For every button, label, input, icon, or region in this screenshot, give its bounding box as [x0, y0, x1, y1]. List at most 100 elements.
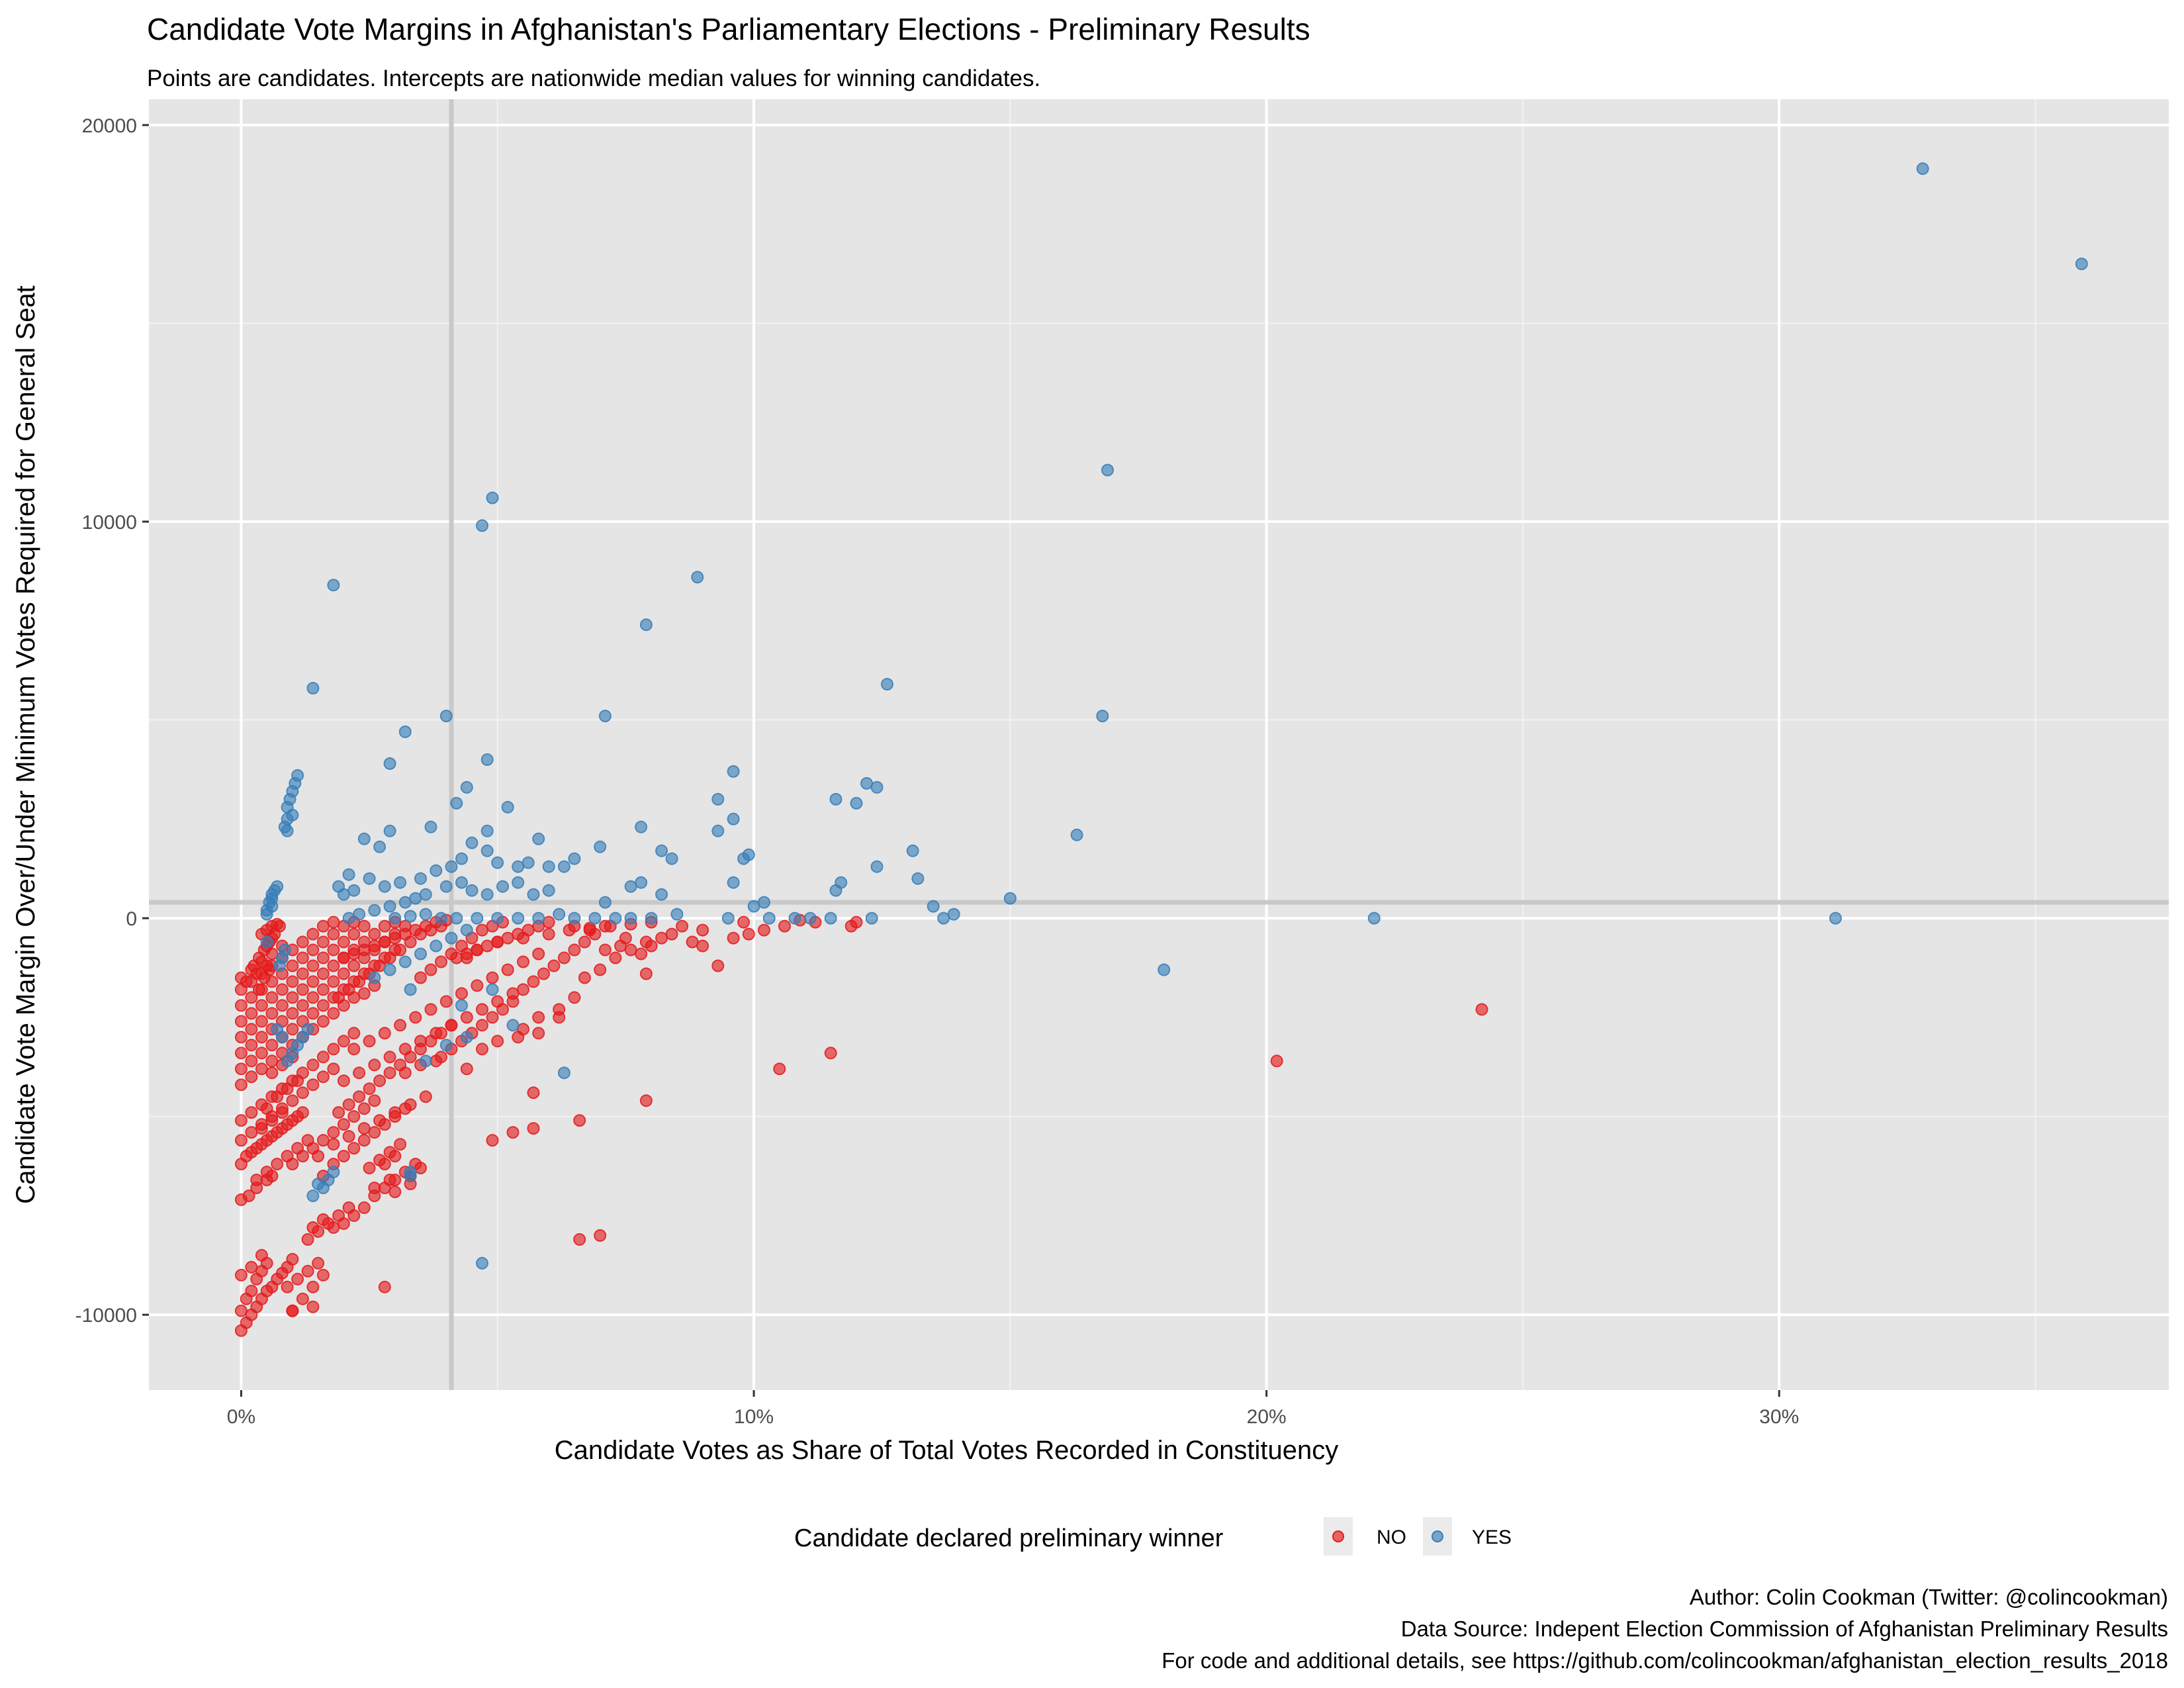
point-yes — [460, 780, 473, 794]
point-no — [1270, 1055, 1283, 1068]
point-yes — [260, 935, 273, 949]
point-no — [742, 927, 755, 941]
x-axis-title: Candidate Votes as Share of Total Votes … — [555, 1436, 1338, 1465]
point-no — [347, 1209, 361, 1222]
point-no — [234, 1304, 248, 1317]
point-no — [306, 975, 320, 988]
point-no — [445, 1019, 458, 1032]
point-yes — [480, 888, 494, 901]
point-yes — [691, 571, 704, 584]
point-no — [245, 1260, 258, 1274]
point-no — [245, 1070, 258, 1084]
point-no — [501, 931, 514, 945]
point-no — [424, 1003, 437, 1016]
point-no — [306, 943, 320, 957]
point-no — [737, 915, 751, 929]
point-yes — [568, 912, 581, 925]
point-yes — [635, 820, 648, 833]
point-no — [327, 1007, 340, 1020]
point-no — [527, 1086, 540, 1100]
point-no — [665, 927, 678, 941]
point-no — [435, 955, 447, 968]
point-no — [316, 967, 330, 980]
point-no — [281, 1082, 294, 1096]
point-no — [353, 1090, 366, 1103]
point-no — [578, 971, 591, 984]
point-yes — [645, 912, 658, 925]
point-no — [265, 1066, 279, 1080]
point-no — [414, 971, 427, 984]
point-yes — [1096, 710, 1109, 723]
point-no — [357, 1201, 371, 1214]
x-tick-label: 30% — [1759, 1406, 1799, 1428]
point-yes — [860, 776, 873, 790]
point-no — [573, 1233, 586, 1246]
point-yes — [439, 710, 453, 723]
point-no — [460, 1011, 473, 1024]
point-yes — [450, 796, 463, 810]
point-no — [316, 1213, 330, 1226]
point-yes — [327, 579, 340, 592]
point-yes — [342, 868, 355, 881]
point-no — [378, 1027, 391, 1040]
point-no — [532, 1027, 545, 1040]
point-yes — [542, 884, 555, 897]
point-no — [460, 1062, 473, 1076]
plot-panel — [149, 99, 2169, 1390]
point-no — [286, 991, 299, 1004]
point-no — [583, 923, 596, 937]
point-no — [301, 1264, 314, 1278]
point-no — [286, 1094, 299, 1107]
point-no — [758, 923, 770, 937]
point-no — [245, 1023, 258, 1036]
point-no — [501, 963, 514, 976]
point-no — [234, 1268, 248, 1282]
point-yes — [419, 1055, 432, 1068]
series-yes — [260, 162, 2088, 1270]
point-yes — [1158, 963, 1171, 976]
point-yes — [439, 880, 453, 893]
point-yes — [609, 912, 622, 925]
point-yes — [624, 912, 637, 925]
point-no — [306, 991, 320, 1004]
point-no — [316, 951, 330, 964]
point-no — [778, 919, 791, 933]
point-yes — [404, 983, 417, 996]
point-no — [316, 1268, 330, 1282]
point-yes — [635, 876, 648, 889]
point-no — [234, 1062, 248, 1076]
point-no — [306, 927, 320, 941]
point-yes — [414, 872, 427, 885]
point-no — [245, 1039, 258, 1052]
point-yes — [306, 682, 320, 695]
point-no — [517, 955, 529, 968]
point-no — [296, 935, 309, 949]
point-yes — [881, 678, 893, 691]
point-no — [635, 947, 648, 961]
point-no — [594, 1229, 607, 1242]
point-yes — [383, 824, 396, 837]
point-yes — [414, 947, 427, 961]
point-no — [337, 1035, 350, 1048]
point-no — [306, 1058, 320, 1072]
point-yes — [542, 860, 555, 873]
point-no — [353, 1066, 366, 1080]
point-no — [312, 1150, 325, 1162]
point-no — [696, 939, 709, 953]
point-yes — [445, 860, 458, 873]
point-no — [306, 1280, 320, 1293]
y-tick-label: -10000 — [75, 1305, 137, 1327]
point-no — [245, 991, 258, 1004]
point-yes — [271, 1023, 284, 1036]
x-axis-ticks: 0% 10% 20% 30% — [227, 1390, 1799, 1428]
point-no — [773, 1062, 786, 1076]
point-yes — [927, 900, 940, 913]
point-yes — [455, 999, 468, 1012]
point-no — [255, 1031, 268, 1044]
point-no — [398, 927, 412, 941]
point-yes — [476, 519, 488, 532]
point-yes — [829, 792, 842, 806]
point-no — [398, 1066, 412, 1080]
point-no — [357, 943, 371, 957]
